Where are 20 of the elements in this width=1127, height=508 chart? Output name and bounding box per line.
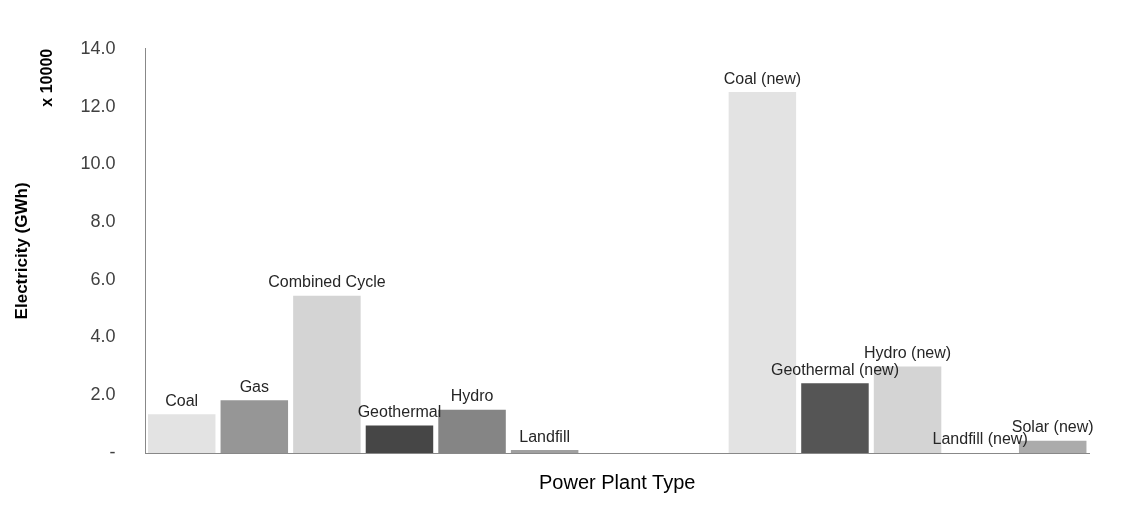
y-tick-label: 10.0 xyxy=(80,153,116,174)
y-tick-label: 8.0 xyxy=(90,211,116,231)
y-axis-title: Electricity (GWh) xyxy=(11,182,31,320)
series-label: Geothermal xyxy=(357,402,442,420)
y-tick-label: 6.0 xyxy=(90,268,116,289)
y-tick-label: 14.0 xyxy=(80,37,116,58)
y-tick-label: 2.0 xyxy=(90,384,116,405)
y-tick-label: 4.0 xyxy=(90,326,116,347)
series-label: Geothermal (new) xyxy=(770,360,899,378)
series-label: Coal xyxy=(165,391,199,409)
series-label: Coal (new) xyxy=(723,69,802,87)
series-label: Combined Cycle xyxy=(268,273,386,291)
series-label: Hydro (new) xyxy=(863,343,952,361)
y-tick-label: - xyxy=(109,441,116,462)
x-axis-title: Power Plant Type xyxy=(539,470,696,493)
y-tick-label: 12.0 xyxy=(80,95,116,116)
series-label: Landfill xyxy=(519,427,570,445)
series-label: Hydro xyxy=(450,387,494,405)
series-label: Gas xyxy=(239,377,269,395)
text: x 10000 xyxy=(38,48,56,107)
